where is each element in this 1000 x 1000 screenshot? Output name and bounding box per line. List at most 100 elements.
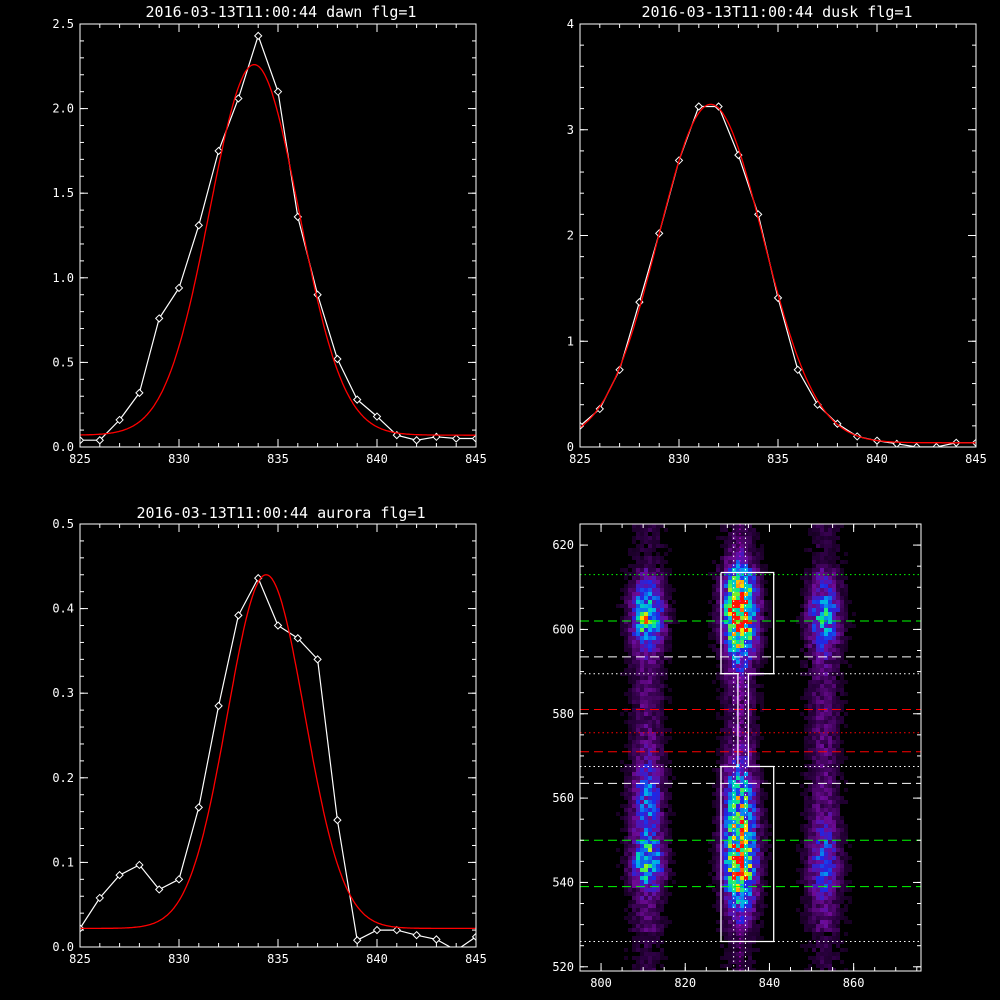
dusk-data-point <box>912 442 921 447</box>
dusk-plot-area: 825 830 835 840 845 0 1 2 3 4 <box>567 17 987 466</box>
aurora-data-point <box>154 885 164 894</box>
dawn-plot-area: 825 830 835 840 845 0.0 0.5 1.0 1.5 2.0 2.5 <box>52 17 487 466</box>
dawn-gaussian-fit-line <box>80 63 476 436</box>
aurora-data-point <box>234 611 243 620</box>
aurora-data-point <box>313 655 322 664</box>
aurora-data-point <box>95 893 105 903</box>
dawn-data-point <box>135 388 144 398</box>
aurora-data-point <box>273 621 283 630</box>
aurora-data-point <box>352 936 362 945</box>
dawn-data-point <box>234 94 243 103</box>
spectrogram-y-tick-label: 620 <box>552 538 574 552</box>
aurora-data-point <box>412 930 421 940</box>
dawn-chart-title: 2016-03-13T11:00:44 dawn flg=1 <box>146 3 417 21</box>
spectrogram-x-tick-label: 840 <box>759 976 781 990</box>
dawn-data-point <box>154 314 164 323</box>
spectrogram-image-panel: 800 820 840 860 520 540 560 580 600 620 <box>552 523 922 990</box>
dawn-y-tick-label: 1.5 <box>52 186 74 200</box>
dawn-plot-frame <box>79 23 477 448</box>
aurora-data-point <box>135 860 144 870</box>
aurora-plot-area: 825 830 835 840 845 0.0 0.1 0.2 0.3 0.4 0.5 <box>52 517 487 966</box>
aurora-y-tick-label: 0.5 <box>52 517 74 531</box>
aurora-data-point <box>115 870 124 880</box>
aurora-spectrum-panel: 2016-03-13T11:00:44 aurora flg=1 825 830 8… <box>52 504 487 966</box>
aurora-plot-frame <box>79 523 477 948</box>
dawn-y-tick-label: 1.0 <box>52 271 74 285</box>
dawn-x-tick-label: 845 <box>465 452 487 466</box>
dawn-x-tick-label: 830 <box>168 452 190 466</box>
dusk-x-tick-label: 835 <box>767 452 789 466</box>
dawn-spectrum-panel: 2016-03-13T11:00:44 dawn flg=1 825 830 835… <box>52 3 487 466</box>
aurora-data-point <box>194 803 204 812</box>
spectrogram-heatmap-cells <box>616 524 856 971</box>
aurora-x-tick-label: 840 <box>366 952 388 966</box>
dusk-y-tick-label: 3 <box>567 123 574 137</box>
dawn-data-point <box>471 434 476 443</box>
dusk-data-point <box>714 102 723 111</box>
dusk-data-point <box>793 365 803 375</box>
spectrogram-y-tick-label: 560 <box>552 791 574 805</box>
spectrogram-plot-area: 800 820 840 860 520 540 560 580 600 620 <box>552 524 921 990</box>
aurora-x-tick-label: 830 <box>168 952 190 966</box>
aurora-data-point <box>392 925 402 935</box>
aurora-x-tick-label: 845 <box>465 952 487 966</box>
spectrogram-x-tick-label: 820 <box>674 976 696 990</box>
dusk-y-tick-label: 0 <box>567 440 574 454</box>
aurora-data-point <box>293 634 303 643</box>
dawn-data-point <box>352 395 362 404</box>
dusk-x-tick-label: 830 <box>668 452 690 466</box>
dawn-data-point <box>80 436 85 445</box>
dawn-data-point <box>115 415 124 425</box>
spectrogram-y-tick-label: 540 <box>552 875 574 889</box>
dawn-data-point <box>333 354 342 364</box>
dawn-data-point <box>95 436 105 445</box>
spectrogram-y-tick-label: 520 <box>552 960 574 974</box>
aurora-data-point <box>333 815 342 825</box>
aurora-x-tick-label: 825 <box>69 952 91 966</box>
dusk-plot-frame <box>579 23 977 448</box>
aurora-y-tick-label: 0.3 <box>52 686 74 700</box>
spectrogram-y-tick-label: 600 <box>552 622 574 636</box>
dawn-data-point <box>194 221 204 230</box>
aurora-y-tick-label: 0.0 <box>52 940 74 954</box>
dusk-gaussian-fit-line <box>580 103 976 444</box>
dawn-data-point <box>214 146 223 156</box>
dusk-data-point <box>595 404 605 414</box>
dawn-x-tick-label: 835 <box>267 452 289 466</box>
dusk-chart-title: 2016-03-13T11:00:44 dusk flg=1 <box>642 3 913 21</box>
aurora-y-tick-label: 0.4 <box>52 602 74 616</box>
dawn-x-tick-label: 840 <box>366 452 388 466</box>
aurora-data-point <box>432 935 441 944</box>
aurora-data-point <box>174 875 184 884</box>
aurora-data-point <box>372 925 382 935</box>
dusk-y-tick-label: 2 <box>567 229 574 243</box>
dusk-x-tick-label: 840 <box>866 452 888 466</box>
dawn-y-tick-label: 2.0 <box>52 102 74 116</box>
dusk-x-tick-label: 845 <box>965 452 987 466</box>
aurora-y-tick-label: 0.1 <box>52 855 74 869</box>
dusk-data-point <box>694 102 704 111</box>
dawn-data-point <box>253 31 263 41</box>
dawn-data-point <box>174 283 184 293</box>
spectrogram-x-tick-label: 860 <box>843 976 865 990</box>
dusk-data-point <box>932 442 941 447</box>
aurora-gaussian-fit-line <box>80 574 476 930</box>
spectrogram-region-outline <box>720 571 775 943</box>
dawn-y-tick-label: 0.0 <box>52 440 74 454</box>
dawn-data-point <box>273 87 283 96</box>
dusk-spectrum-panel: 2016-03-13T11:00:44 dusk flg=1 825 830 835… <box>567 3 987 466</box>
dawn-x-tick-label: 825 <box>69 452 91 466</box>
dusk-x-tick-label: 825 <box>569 452 591 466</box>
dawn-data-point <box>372 412 382 421</box>
aurora-x-tick-label: 835 <box>267 952 289 966</box>
aurora-chart-title: 2016-03-13T11:00:44 aurora flg=1 <box>137 504 426 522</box>
spectrogram-y-tick-label: 580 <box>552 707 574 721</box>
aurora-data-point <box>471 932 476 942</box>
dusk-y-tick-label: 4 <box>567 17 574 31</box>
dawn-data-point <box>451 434 461 443</box>
aurora-data-point <box>214 701 223 711</box>
dawn-y-tick-label: 2.5 <box>52 17 74 31</box>
spectrogram-x-tick-label: 800 <box>590 976 612 990</box>
dawn-y-tick-label: 0.5 <box>52 355 74 369</box>
